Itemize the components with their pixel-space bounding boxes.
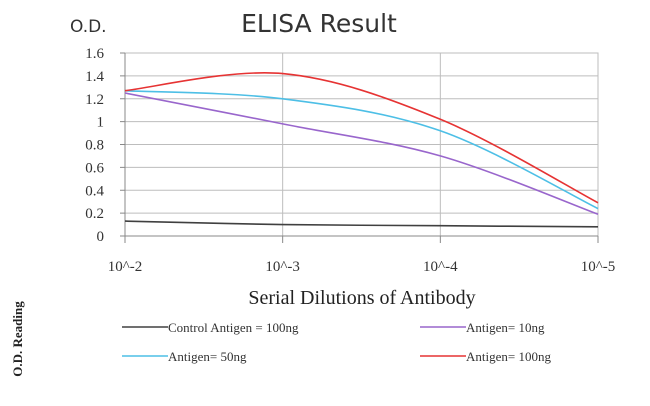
y-axis-label: O.D. Reading <box>10 301 25 377</box>
series-layer <box>124 72 599 228</box>
y-tick-label: 0.8 <box>85 138 104 154</box>
x-tick-label: 10^-3 <box>265 259 300 275</box>
y-tick-label: 1.4 <box>85 69 104 85</box>
y-tick-label: 0.4 <box>85 183 104 199</box>
y-tick-label: 1.2 <box>85 92 104 108</box>
series-line-2 <box>124 89 599 210</box>
y-tick-label: 1.6 <box>85 46 104 62</box>
legend-label-0: Control Antigen = 100ng <box>168 320 299 335</box>
y-tick-label: 0 <box>97 229 105 245</box>
y-tick-label: 1 <box>97 115 105 131</box>
series-line-3 <box>124 72 599 204</box>
series-line-1 <box>124 92 599 216</box>
legend-label-1: Antigen= 10ng <box>466 320 545 335</box>
plot-grid <box>124 52 599 237</box>
legend: Control Antigen = 100ng Antigen= 10ng Anti… <box>122 320 551 364</box>
y-unit-label: O.D. <box>70 17 107 37</box>
legend-label-3: Antigen= 100ng <box>466 349 551 364</box>
legend-label-2: Antigen= 50ng <box>168 349 247 364</box>
y-tick-label: 0.2 <box>85 206 104 222</box>
x-axis-label: Serial Dilutions of Antibody <box>248 287 475 309</box>
x-axis-ticks: 10^-2 10^-3 10^-4 10^-5 <box>108 236 616 275</box>
y-axis-ticks: 1.6 1.4 1.2 1 0.8 0.6 0.4 0.2 0 <box>85 46 125 245</box>
chart-title: ELISA Result <box>241 9 397 38</box>
x-tick-label: 10^-2 <box>108 259 143 275</box>
x-tick-label: 10^-4 <box>423 259 458 275</box>
x-tick-label: 10^-5 <box>581 259 616 275</box>
y-tick-label: 0.6 <box>85 160 104 176</box>
series-line-0 <box>124 220 599 228</box>
